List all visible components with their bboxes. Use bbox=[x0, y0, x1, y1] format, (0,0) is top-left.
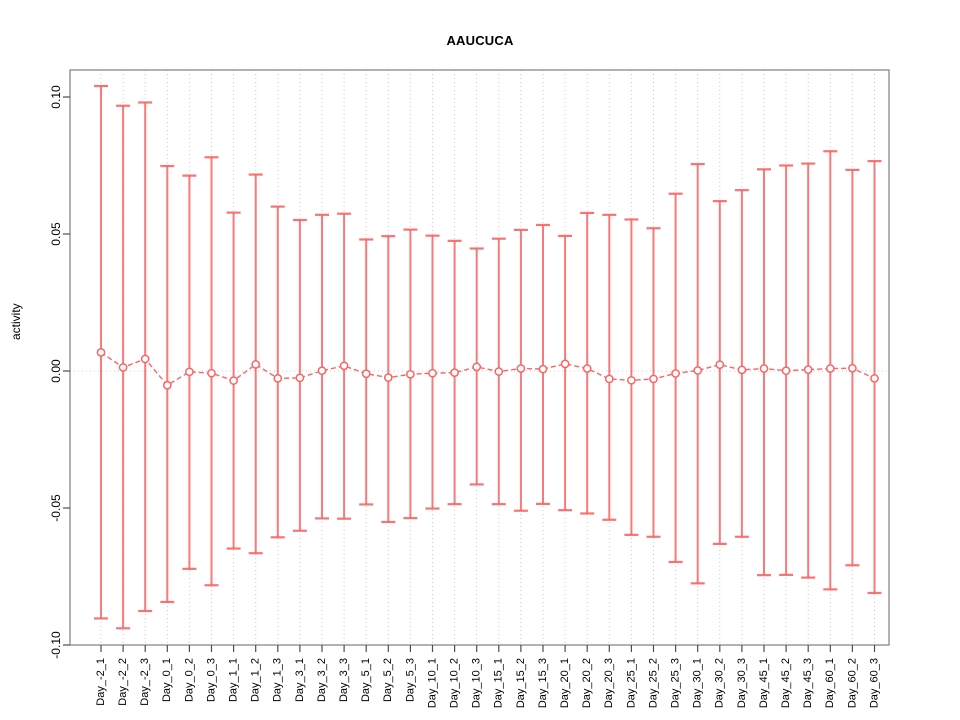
mean-markers bbox=[96, 348, 879, 390]
mean-marker bbox=[406, 369, 415, 379]
mean-marker bbox=[516, 364, 526, 373]
x-tick-label: Day_60_2 bbox=[846, 658, 858, 708]
mean-marker bbox=[207, 368, 216, 378]
y-tick-label: -0.10 bbox=[49, 631, 63, 659]
mean-marker bbox=[472, 362, 482, 372]
mean-marker bbox=[649, 374, 658, 384]
x-tick-label: Day_25_1 bbox=[625, 658, 637, 708]
x-tick-label: Day_30_1 bbox=[692, 658, 704, 708]
mean-marker bbox=[295, 373, 305, 383]
mean-marker bbox=[162, 380, 172, 390]
x-tick-label: Day_1_2 bbox=[250, 658, 262, 702]
mean-marker bbox=[118, 363, 128, 372]
mean-marker bbox=[185, 367, 194, 377]
y-axis-ticks: -0.10 -0.05 0.00 0.05 0.10 bbox=[49, 85, 70, 659]
error-bar bbox=[602, 213, 617, 521]
x-tick-label: Day_10_2 bbox=[449, 658, 461, 708]
y-tick-label: -0.05 bbox=[49, 494, 63, 522]
error-bar bbox=[580, 211, 595, 515]
mean-marker bbox=[671, 369, 680, 378]
mean-marker bbox=[317, 366, 327, 376]
x-tick-label: Day_-2_1 bbox=[95, 658, 107, 706]
mean-marker bbox=[494, 367, 504, 376]
mean-marker bbox=[428, 368, 437, 378]
mean-line bbox=[100, 351, 875, 387]
x-tick-label: Day_1_3 bbox=[272, 658, 284, 702]
mean-marker bbox=[96, 348, 106, 357]
plot-frame bbox=[69, 69, 890, 646]
mean-marker bbox=[803, 365, 813, 374]
mean-marker bbox=[361, 369, 371, 379]
x-tick-label: Day_20_3 bbox=[603, 658, 615, 708]
error-bar bbox=[712, 200, 727, 545]
x-tick-label: Day_20_2 bbox=[581, 658, 593, 708]
x-tick-label: Day_60_3 bbox=[868, 658, 880, 708]
x-tick-label: Day_15_3 bbox=[537, 658, 549, 708]
error-bar bbox=[536, 223, 550, 505]
error-bar bbox=[558, 234, 573, 512]
mean-marker bbox=[229, 376, 238, 385]
mean-marker bbox=[848, 363, 857, 373]
x-tick-label: Day_0_3 bbox=[205, 658, 217, 702]
x-tick-label: Day_5_3 bbox=[404, 658, 416, 702]
y-tick-label: 0.10 bbox=[49, 85, 63, 109]
x-tick-label: Day_30_3 bbox=[736, 658, 748, 708]
x-tick-label: Day_-2_3 bbox=[139, 658, 151, 706]
x-tick-label: Day_1_1 bbox=[228, 658, 240, 702]
page-title: AAUCUCA bbox=[446, 33, 514, 48]
mean-marker bbox=[627, 375, 636, 385]
y-tick-label: 0.00 bbox=[49, 359, 63, 383]
x-tick-label: Day_-2_2 bbox=[117, 658, 129, 706]
x-tick-label: Day_45_2 bbox=[780, 658, 792, 708]
x-tick-label: Day_60_1 bbox=[824, 658, 836, 708]
mean-marker bbox=[582, 364, 592, 373]
mean-marker bbox=[450, 368, 459, 377]
mean-marker bbox=[781, 366, 791, 376]
x-tick-label: Day_3_2 bbox=[316, 658, 328, 702]
x-tick-label: Day_3_1 bbox=[294, 658, 306, 702]
x-tick-label: Day_45_3 bbox=[802, 658, 814, 708]
x-tick-label: Day_5_2 bbox=[382, 658, 394, 702]
x-tick-label: Day_25_3 bbox=[670, 658, 682, 708]
x-axis-ticks bbox=[100, 645, 876, 652]
plot-border bbox=[69, 69, 890, 646]
x-tick-label: Day_20_1 bbox=[559, 658, 571, 708]
mean-marker bbox=[273, 374, 283, 383]
x-tick-label: Day_5_1 bbox=[360, 658, 372, 702]
mean-marker bbox=[383, 373, 393, 382]
x-tick-label: Day_3_3 bbox=[338, 658, 350, 702]
mean-marker bbox=[604, 374, 614, 384]
x-tick-label: Day_10_3 bbox=[471, 658, 483, 708]
x-tick-label: Day_0_1 bbox=[161, 658, 173, 702]
x-tick-label: Day_15_2 bbox=[515, 658, 527, 708]
mean-marker bbox=[140, 354, 150, 364]
mean-marker bbox=[870, 374, 879, 383]
mean-marker bbox=[759, 364, 769, 373]
mean-marker bbox=[737, 365, 747, 375]
mean-marker bbox=[825, 364, 835, 373]
mean-marker bbox=[560, 359, 570, 369]
x-axis-tick-labels: Day_-2_1 Day_-2_2 Day_-2_3 Day_0_1 Day_0_2 Da… bbox=[95, 658, 881, 708]
x-tick-label: Day_0_2 bbox=[183, 658, 195, 702]
x-tick-label: Day_45_1 bbox=[758, 658, 770, 708]
mean-marker bbox=[538, 364, 548, 374]
mean-marker bbox=[715, 360, 725, 370]
mean-marker bbox=[339, 361, 349, 371]
mean-marker bbox=[693, 366, 703, 375]
x-tick-label: Day_30_2 bbox=[714, 658, 726, 708]
error-bar-series bbox=[94, 84, 882, 630]
error-bar bbox=[668, 192, 683, 564]
error-bar bbox=[734, 189, 749, 538]
x-tick-label: Day_10_1 bbox=[426, 658, 438, 708]
mean-marker bbox=[251, 360, 261, 369]
x-tick-label: Day_25_2 bbox=[647, 658, 659, 708]
mean-connector-line bbox=[100, 351, 875, 387]
x-tick-label: Day_15_1 bbox=[493, 658, 505, 708]
error-bar bbox=[270, 205, 285, 539]
y-tick-label: 0.05 bbox=[49, 222, 63, 246]
